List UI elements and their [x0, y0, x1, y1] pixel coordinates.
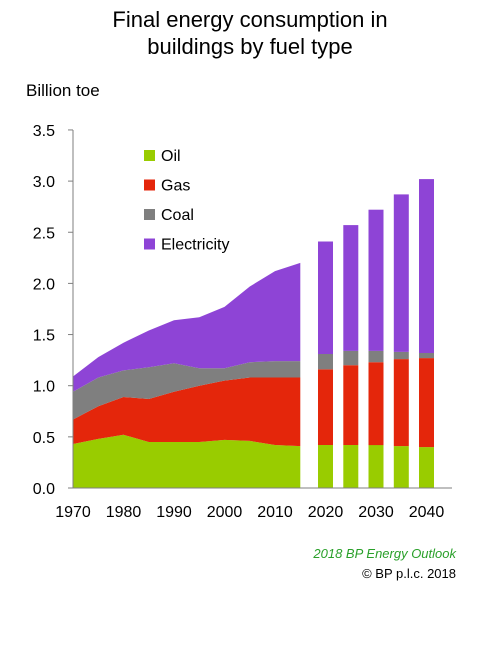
area-gas: [73, 377, 301, 447]
bar-coal-2025: [343, 350, 359, 366]
chart-title: Final energy consumption in buildings by…: [0, 6, 500, 60]
bar-coal-2020: [318, 354, 333, 370]
legend-label-gas: Gas: [161, 178, 190, 195]
y-tick-label: 3.0: [33, 174, 55, 191]
bar-gas-2030: [368, 362, 384, 446]
bar-electricity-2035: [393, 194, 409, 352]
x-tick-label: 2000: [207, 504, 243, 521]
legend-swatch-coal: [144, 209, 155, 220]
bar-electricity-2040: [419, 179, 434, 353]
y-tick-label: 3.5: [33, 123, 55, 140]
y-tick-label: 0.5: [33, 430, 55, 447]
source-note: 2018 BP Energy Outlook: [313, 546, 456, 561]
bar-electricity-2020: [318, 241, 333, 354]
y-tick-label: 1.5: [33, 328, 55, 345]
legend-label-oil: Oil: [161, 148, 181, 165]
bar-coal-2030: [368, 350, 384, 363]
projection-bars: [318, 179, 434, 488]
y-tick-label: 2.5: [33, 225, 55, 242]
legend-label-coal: Coal: [161, 207, 194, 224]
bar-gas-2020: [318, 369, 333, 445]
bar-coal-2035: [393, 351, 409, 360]
chart-title-line-1: Final energy consumption in: [112, 7, 388, 32]
history-areas: [73, 262, 301, 488]
bar-coal-2040: [419, 353, 434, 359]
bar-oil-2040: [419, 447, 434, 488]
legend-swatch-gas: [144, 179, 155, 191]
x-tick-label: 2040: [409, 504, 445, 521]
bar-oil-2030: [368, 445, 384, 488]
legend-swatch-oil: [144, 150, 155, 161]
chart-legend: Oil Gas Coal Electricity: [144, 148, 229, 254]
x-tick-label: 1990: [156, 504, 192, 521]
y-axis-label: Billion toe: [26, 81, 100, 100]
bar-gas-2040: [419, 358, 434, 448]
bar-gas-2035: [393, 359, 409, 447]
area-oil: [73, 434, 301, 488]
chart-axes: 0.0 0.5 1.0 1.5 2.0 2.5 3.0 3.5 1970 1980 1990 2000…: [33, 123, 452, 521]
bar-gas-2025: [343, 365, 359, 445]
copyright-note: © BP p.l.c. 2018: [362, 566, 456, 581]
x-tick-label: 2010: [257, 504, 293, 521]
y-tick-label: 0.0: [33, 481, 55, 498]
bar-oil-2020: [318, 445, 333, 488]
x-tick-label: 2030: [358, 504, 394, 521]
bar-oil-2035: [393, 446, 409, 488]
x-tick-label: 1970: [55, 504, 91, 521]
bar-oil-2025: [343, 445, 359, 488]
legend-swatch-electricity: [144, 238, 155, 250]
x-tick-label: 2020: [308, 504, 344, 521]
bar-electricity-2030: [368, 209, 384, 351]
y-tick-label: 1.0: [33, 379, 55, 396]
y-tick-label: 2.0: [33, 276, 55, 293]
bar-electricity-2025: [343, 225, 359, 351]
area-electricity: [73, 262, 301, 392]
legend-label-electricity: Electricity: [161, 237, 229, 254]
x-tick-label: 1980: [106, 504, 142, 521]
chart-title-line-2: buildings by fuel type: [147, 34, 353, 59]
area-coal: [73, 361, 301, 420]
